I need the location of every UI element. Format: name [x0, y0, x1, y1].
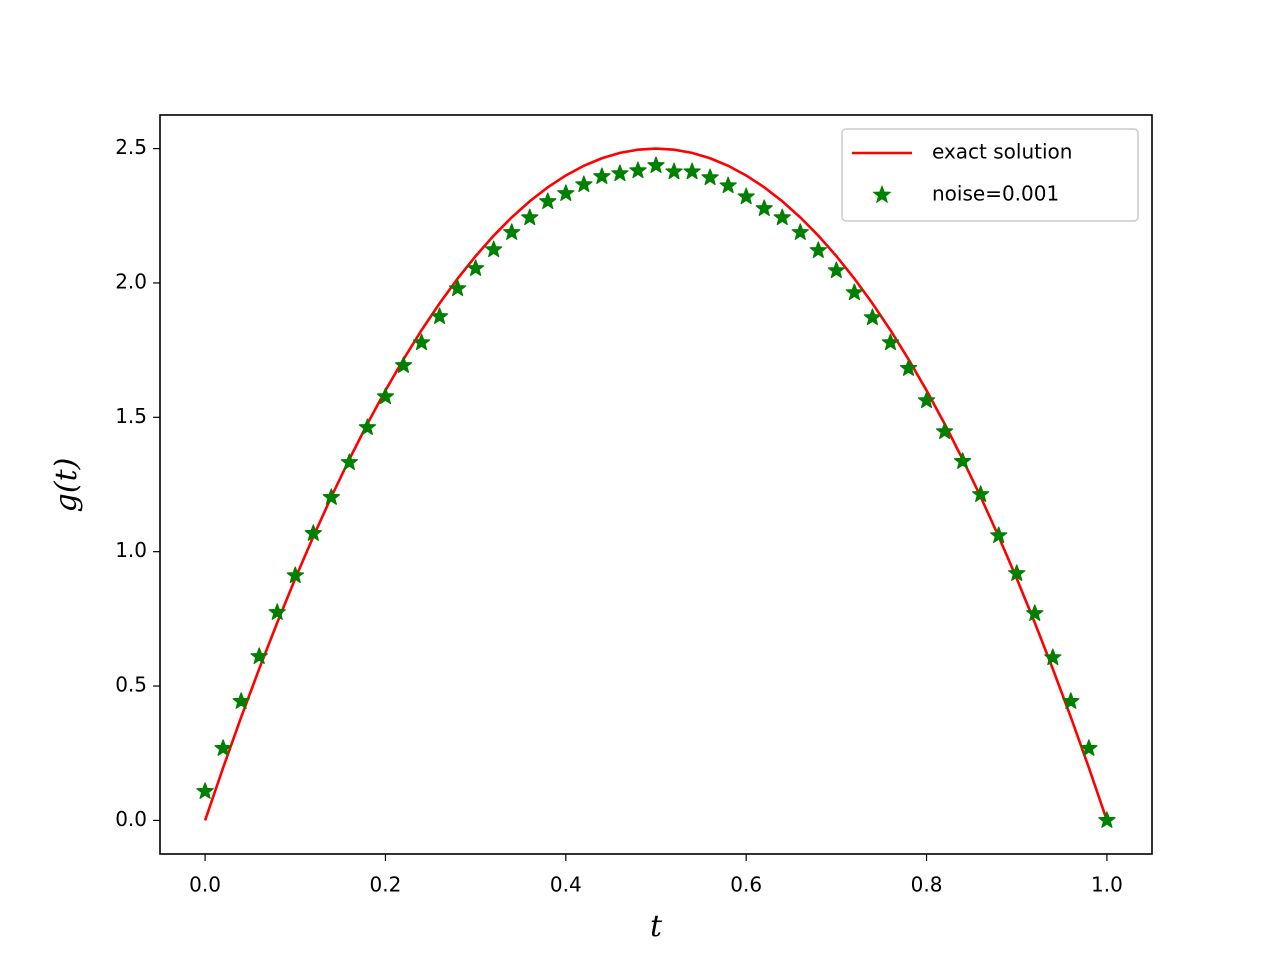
star-marker [539, 192, 557, 210]
star-marker [611, 164, 629, 182]
star-marker [1044, 648, 1062, 666]
star-marker [1008, 564, 1026, 581]
x-tick-label: 0.4 [550, 873, 582, 897]
star-marker [990, 526, 1008, 544]
star-marker [557, 184, 575, 201]
star-marker [593, 167, 611, 185]
star-marker [719, 176, 737, 194]
star-marker [575, 175, 593, 193]
legend-swatch [872, 184, 892, 204]
y-axis-label: g(t) [49, 458, 84, 513]
star-marker [521, 208, 539, 226]
star-marker [701, 168, 719, 186]
star-marker [214, 739, 232, 756]
star-marker [629, 161, 647, 179]
x-tick-label: 0.6 [730, 873, 762, 897]
star-marker [430, 307, 449, 325]
x-tick-label: 0.8 [911, 873, 943, 897]
star-marker [1026, 604, 1044, 621]
star-marker [232, 692, 250, 709]
star-marker [394, 356, 413, 373]
star-marker [827, 261, 846, 279]
star-marker [863, 308, 882, 326]
star-marker [899, 359, 918, 376]
star-marker [1062, 692, 1080, 709]
star-marker [412, 333, 431, 351]
star-marker [647, 156, 665, 173]
star-marker [845, 283, 864, 301]
star-marker [1098, 811, 1116, 828]
y-tick-label: 1.5 [115, 404, 147, 428]
star-marker [1080, 739, 1098, 756]
x-tick-label: 0.0 [189, 873, 221, 897]
star-marker [773, 208, 791, 226]
star-marker [971, 485, 990, 502]
star-marker [737, 187, 755, 205]
star-marker [286, 566, 304, 584]
y-tick-label: 2.5 [115, 135, 147, 159]
star-marker [953, 452, 972, 469]
legend-label: noise=0.001 [932, 182, 1059, 206]
star-marker [791, 223, 809, 240]
star-marker [466, 259, 485, 276]
star-marker [755, 199, 773, 216]
x-tick-label: 1.0 [1091, 873, 1123, 897]
star-marker [376, 387, 395, 405]
star-marker [304, 524, 322, 541]
plot-frame [159, 114, 1153, 855]
star-marker [917, 391, 936, 409]
star-marker [503, 223, 521, 240]
star-marker [322, 488, 341, 505]
star-marker [484, 240, 503, 258]
star-marker [665, 162, 683, 180]
star-marker [683, 162, 701, 180]
star-marker [196, 782, 214, 799]
star-marker [268, 603, 286, 620]
y-tick-label: 0.0 [115, 807, 147, 831]
y-tick-label: 1.0 [115, 538, 147, 562]
legend-label: exact solution [932, 140, 1072, 164]
x-tick-label: 0.2 [370, 873, 402, 897]
y-tick-label: 0.5 [115, 673, 147, 697]
star-marker [250, 647, 268, 664]
x-axis-label: t [650, 909, 663, 944]
star-marker [340, 453, 359, 470]
legend-box [841, 128, 1139, 222]
star-marker [935, 422, 954, 440]
star-marker [809, 241, 828, 258]
star-marker [358, 418, 377, 436]
star-marker [448, 279, 467, 297]
star-marker [881, 333, 900, 351]
line [203, 147, 1109, 821]
y-tick-label: 2.0 [115, 269, 147, 293]
